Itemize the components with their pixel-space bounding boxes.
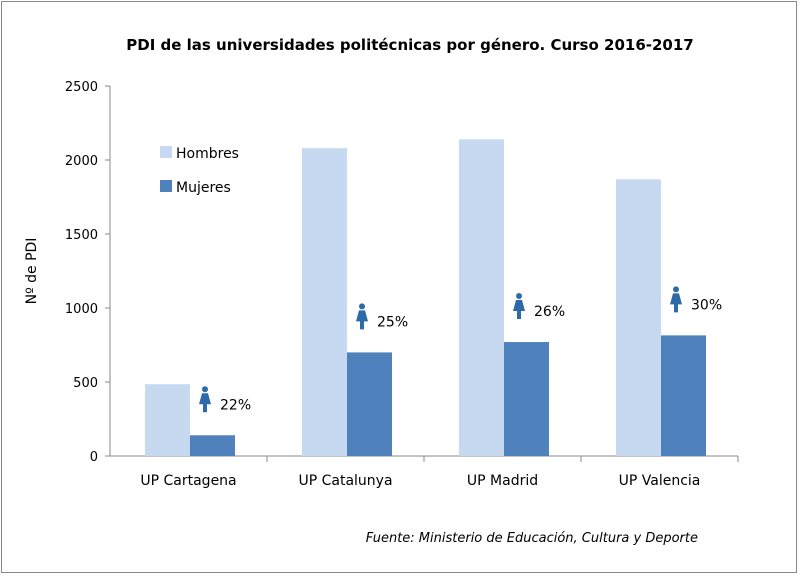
y-tick-label: 2500 xyxy=(65,80,98,95)
x-tick-label: UP Catalunya xyxy=(298,473,392,489)
y-axis-label: Nº de PDI xyxy=(24,238,40,305)
bar-mujeres xyxy=(347,352,392,456)
chart-title: PDI de las universidades politécnicas po… xyxy=(126,36,694,54)
legend-swatch-mujeres xyxy=(160,180,172,192)
y-tick-label: 500 xyxy=(73,376,98,391)
percentage-label: 25% xyxy=(377,314,408,330)
woman-icon xyxy=(670,286,682,313)
legend-swatch-hombres xyxy=(160,146,172,158)
bar-mujeres xyxy=(504,342,549,456)
bar-hombres xyxy=(459,139,504,456)
woman-icon xyxy=(513,293,525,320)
bar-mujeres xyxy=(190,435,235,456)
bar-hombres xyxy=(302,148,347,456)
y-tick-label: 2000 xyxy=(65,154,98,169)
x-tick-label: UP Valencia xyxy=(619,473,701,489)
percentage-label: 30% xyxy=(691,297,722,313)
bar-mujeres xyxy=(661,335,706,456)
bar-hombres xyxy=(145,384,190,456)
bar-hombres xyxy=(616,179,661,457)
x-tick-label: UP Cartagena xyxy=(140,473,236,489)
y-tick-label: 0 xyxy=(90,450,98,465)
percentage-label: 26% xyxy=(534,304,565,320)
percentage-label: 22% xyxy=(220,397,251,413)
woman-icon xyxy=(199,386,211,413)
legend-label-hombres: Hombres xyxy=(176,146,239,162)
source-note: Fuente: Ministerio de Educación, Cultura… xyxy=(366,531,698,546)
y-tick-label: 1000 xyxy=(65,302,98,317)
legend-label-mujeres: Mujeres xyxy=(176,180,231,196)
woman-icon xyxy=(356,303,368,330)
x-tick-label: UP Madrid xyxy=(467,473,538,489)
y-tick-label: 1500 xyxy=(65,228,98,243)
